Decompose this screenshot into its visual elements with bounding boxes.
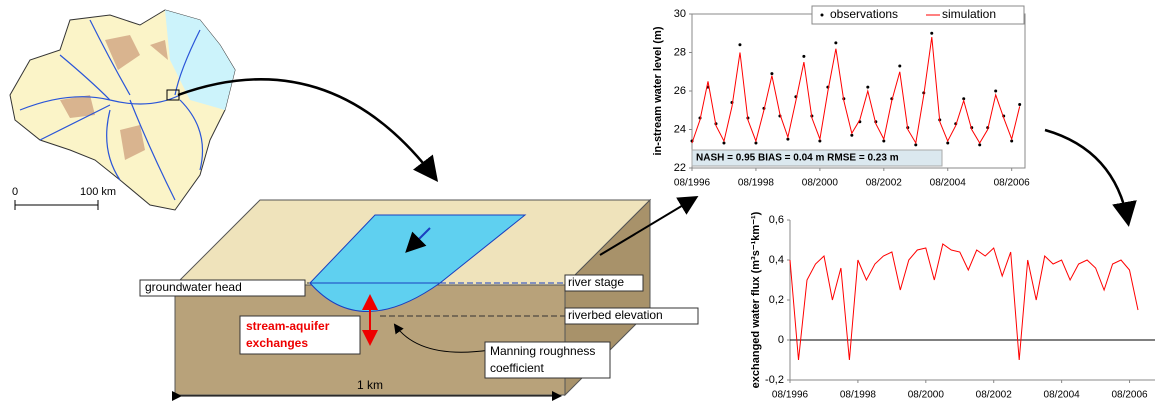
y-tick-label: 24 (674, 123, 686, 135)
stats-box (691, 149, 943, 167)
x-tick-label: 08/2006 (994, 178, 1031, 189)
observation-point (946, 141, 950, 145)
observation-point (738, 43, 742, 47)
y-tick-label: 0,2 (769, 294, 784, 306)
arrow (177, 78, 439, 182)
observation-point (866, 85, 870, 89)
legend-marker (820, 13, 824, 17)
y-tick-label: 30 (674, 8, 686, 20)
x-tick-label: 08/2004 (930, 178, 967, 189)
river-stage-label: river stage (568, 275, 624, 289)
observation-point (962, 97, 966, 101)
x-tick-label: 08/2002 (976, 390, 1013, 401)
plot-area (790, 220, 1155, 380)
observation-point (1010, 139, 1014, 143)
exchanges-label: exchanges (246, 336, 308, 350)
observation-point (978, 143, 982, 147)
observation-point (850, 133, 854, 137)
scale-label: 0 (12, 186, 18, 198)
y-tick-label: 0,4 (769, 254, 784, 266)
observation-point (834, 41, 838, 45)
x-tick-label: 08/2002 (866, 178, 903, 189)
observation-point (722, 141, 726, 145)
legend-label: observations (830, 7, 898, 21)
plot-area (691, 13, 1026, 169)
arrow (1044, 128, 1137, 227)
observation-point (754, 141, 758, 145)
x-tick-label: 08/2000 (802, 178, 839, 189)
observation-point (914, 143, 918, 147)
x-tick-label: 08/2000 (908, 390, 945, 401)
arrow (599, 195, 699, 256)
x-tick-label: 08/1998 (738, 178, 775, 189)
observation-point (786, 137, 790, 141)
y-tick-label: -0,2 (765, 374, 784, 386)
y-axis-label: exchanged water flux (m³s⁻¹km⁻¹) (750, 211, 762, 388)
series-line (789, 243, 1139, 361)
x-tick-label: 08/2006 (1111, 390, 1148, 401)
legend-label: simulation (942, 7, 996, 21)
scale-label: 100 km (80, 186, 116, 198)
x-tick-label: 08/1996 (772, 390, 809, 401)
y-tick-label: 22 (674, 162, 686, 174)
observation-point (770, 72, 774, 76)
groundwater-head-label: groundwater head (145, 280, 242, 294)
legend (811, 5, 1025, 25)
observation-point (818, 139, 822, 143)
observation-point (882, 139, 886, 143)
width-label: 1 km (357, 378, 383, 392)
y-tick-label: 26 (674, 85, 686, 97)
manning-label: Manning roughness (490, 344, 595, 358)
y-axis-label: in-stream water level (m) (652, 26, 664, 155)
observation-point (994, 89, 998, 93)
observation-point (802, 54, 806, 58)
observation-point (898, 64, 902, 68)
x-tick-label: 08/2004 (1044, 390, 1081, 401)
x-tick-label: 08/1998 (840, 390, 877, 401)
x-tick-label: 08/1996 (674, 178, 711, 189)
riverbed-label: riverbed elevation (568, 308, 663, 322)
observation-point (1018, 102, 1022, 106)
stats-label: NASH = 0.95 BIAS = 0.04 m RMSE = 0.23 m (696, 153, 899, 164)
y-tick-label: 28 (674, 46, 686, 58)
y-tick-label: 0,6 (769, 214, 784, 226)
map: 0 100 km (9, 9, 236, 211)
exchanges-label: stream-aquifer (246, 319, 330, 333)
block-diagram: groundwater head river stage riverbed el… (139, 198, 699, 401)
manning-label: coefficient (490, 361, 544, 375)
observation-point (930, 31, 934, 35)
y-tick-label: 0 (778, 334, 784, 346)
series-line (691, 37, 1021, 145)
